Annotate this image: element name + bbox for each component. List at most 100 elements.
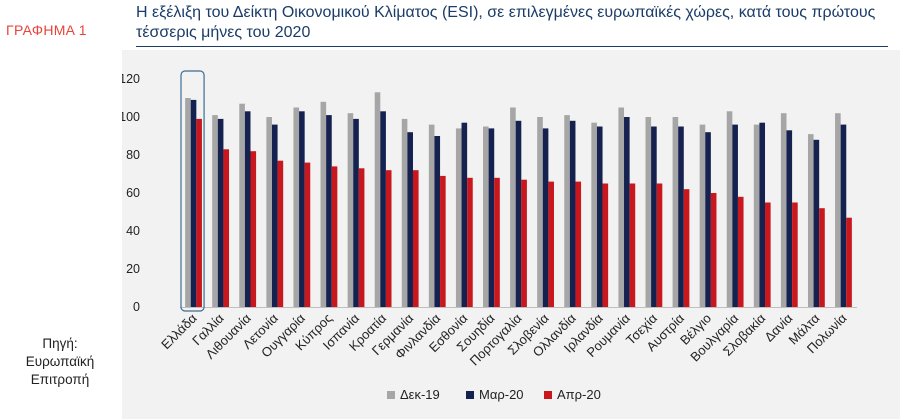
bar: [358, 168, 365, 307]
bar: [412, 170, 419, 307]
source-line-2: Ευρωπαϊκή: [25, 354, 95, 369]
bar: [440, 175, 446, 307]
legend-label: Μαρ-20: [479, 387, 524, 402]
bar: [548, 181, 554, 307]
bar: [683, 189, 690, 307]
bar: [602, 183, 609, 307]
bar: [521, 179, 527, 307]
bar: [401, 118, 408, 308]
bar: [271, 124, 278, 307]
bar: [656, 183, 663, 307]
bar: [564, 115, 570, 307]
bar: [239, 103, 245, 307]
bar: [753, 124, 760, 307]
highlight-box: [180, 70, 205, 312]
bar: [380, 111, 386, 307]
bar: [488, 128, 495, 307]
source-line-1: Πηγή:: [42, 336, 78, 351]
bars: [180, 70, 852, 312]
bar: [510, 107, 516, 307]
bar: [569, 120, 576, 307]
bar: [819, 208, 825, 307]
bar: [596, 126, 603, 307]
bar: [293, 107, 300, 307]
bar: [651, 126, 657, 307]
bar-chart: 0 20 40 60 80 100 120 ΕλλάδαΓαλλίαΛιθουανίαΛετ…: [122, 70, 857, 402]
bar: [326, 115, 332, 307]
title-divider: [136, 46, 888, 47]
chart-title-line-2: τέσσερις μήνες του 2020: [136, 24, 311, 41]
bar: [840, 124, 847, 307]
x-axis-labels: ΕλλάδαΓαλλίαΛιθουανίαΛετονίαΟυγγαρίαΚύπρ…: [158, 310, 850, 368]
bar: [732, 124, 738, 307]
bar: [217, 118, 224, 308]
chart-title-line-1: Η εξέλιξη του Δείκτη Οικονομικού Κλίματο…: [136, 4, 876, 21]
bar: [461, 122, 468, 307]
bar: [807, 134, 814, 307]
y-tick-label: 40: [126, 224, 140, 238]
legend-label: Απρ-20: [557, 387, 601, 402]
bar: [699, 124, 706, 307]
source-line-3: Επιτροπή: [30, 372, 90, 387]
bar: [331, 166, 338, 307]
legend-label: Δεκ-19: [400, 387, 440, 402]
bar: [428, 124, 435, 307]
bar: [813, 139, 820, 307]
bar: [299, 111, 305, 307]
bar: [467, 177, 473, 307]
bar: [537, 117, 543, 307]
bar: [407, 132, 413, 307]
bar: [212, 115, 218, 307]
bar: [353, 118, 359, 308]
bar: [624, 117, 630, 307]
bar: [846, 217, 852, 307]
legend-swatch: [387, 391, 395, 399]
sidebar-panel: ΓΡΑΦΗΜΑ 1 Πηγή: Ευρωπαϊκή Επιτροπή: [0, 0, 122, 419]
bar: [591, 122, 597, 307]
bar: [347, 113, 354, 307]
bar: [190, 99, 197, 308]
bar: [765, 202, 771, 307]
y-tick-label: 100: [122, 110, 140, 124]
bar: [250, 151, 257, 307]
y-tick-label: 120: [122, 72, 140, 86]
legend: Δεκ-19 Μαρ-20 Απρ-20: [387, 387, 601, 402]
y-tick-label: 60: [126, 186, 140, 200]
bar: [645, 117, 652, 307]
y-tick-label: 20: [126, 262, 140, 276]
chart-panel: 0 20 40 60 80 100 120 Ελλάδα Γαλλία Λιθουανία Λετ…: [122, 50, 900, 419]
bar: [575, 181, 582, 307]
legend-swatch: [466, 391, 474, 399]
y-tick-label: 80: [126, 148, 140, 162]
bar: [185, 98, 191, 307]
bar: [483, 126, 489, 307]
bar: [726, 111, 733, 307]
bar: [786, 130, 793, 307]
y-axis: 0 20 40 60 80 100 120: [122, 72, 857, 314]
y-tick-label: 0: [133, 300, 140, 314]
bar: [678, 126, 684, 307]
bar: [515, 120, 522, 307]
bar: [434, 136, 441, 307]
bar: [223, 149, 230, 307]
bar: [835, 113, 841, 307]
bar: [266, 117, 272, 307]
source-note: Πηγή: Ευρωπαϊκή Επιτροπή: [10, 335, 110, 389]
figure-label: ΓΡΑΦΗΜΑ 1: [6, 22, 87, 38]
bar: [542, 128, 549, 307]
bar: [277, 160, 284, 307]
x-tick-label: Ελλάδα: [158, 310, 200, 352]
bar: [672, 117, 679, 307]
bar: [792, 202, 798, 307]
bar: [385, 170, 392, 307]
bar: [320, 101, 327, 307]
legend-swatch: [544, 391, 552, 399]
bar: [374, 92, 381, 307]
bar: [759, 122, 766, 307]
bar: [737, 196, 744, 307]
bar: [455, 128, 462, 307]
bar: [494, 177, 500, 307]
bar: [196, 118, 202, 308]
bar: [710, 193, 717, 307]
bar: [629, 183, 636, 307]
